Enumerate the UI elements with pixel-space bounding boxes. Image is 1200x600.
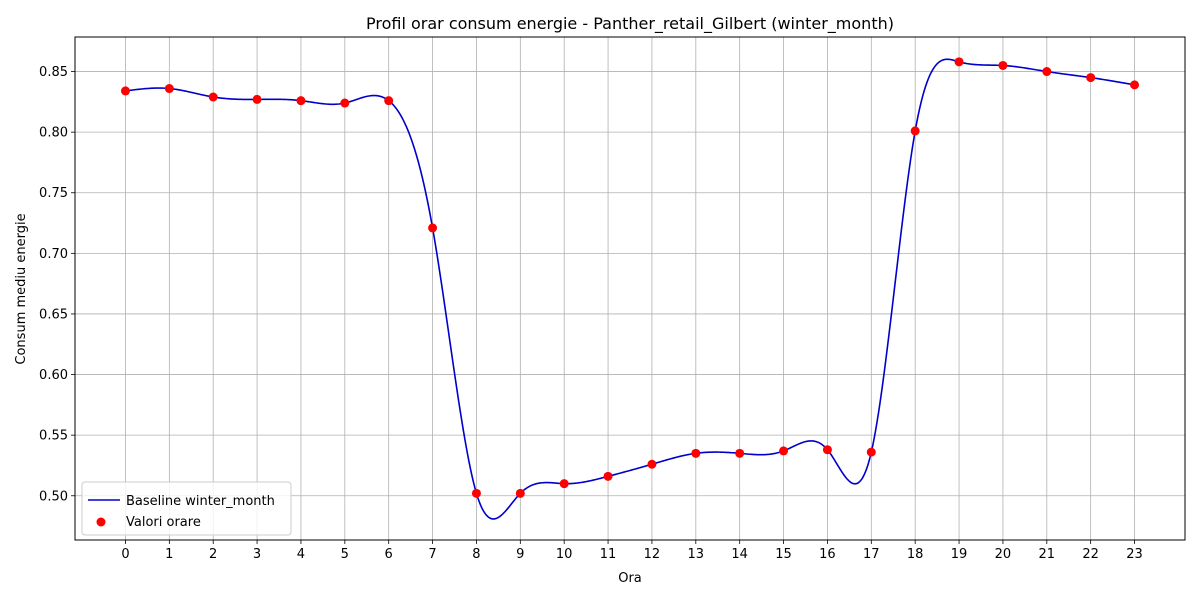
- hourly-point: [647, 459, 657, 469]
- hourly-point: [998, 60, 1008, 70]
- y-tick-label: 0.55: [39, 429, 68, 444]
- hourly-point: [384, 96, 394, 106]
- x-tick-label: 18: [907, 547, 924, 562]
- hourly-point: [428, 223, 438, 233]
- hourly-point: [471, 488, 481, 498]
- y-tick-label: 0.85: [39, 65, 68, 80]
- x-tick-label: 7: [428, 547, 436, 562]
- x-tick-label: 1: [165, 547, 173, 562]
- legend-label-baseline: Baseline winter_month: [126, 494, 275, 509]
- x-tick-label: 15: [775, 547, 792, 562]
- x-tick-label: 8: [472, 547, 480, 562]
- x-tick-label: 0: [121, 547, 129, 562]
- hourly-point: [691, 448, 701, 458]
- y-tick-label: 0.65: [39, 307, 68, 322]
- hourly-point: [559, 479, 569, 489]
- y-axis-ticks: 0.50 0.55 0.60 0.65 0.70 0.75 0.80 0.85: [39, 65, 75, 504]
- x-tick-label: 6: [385, 547, 393, 562]
- x-tick-label: 19: [951, 547, 968, 562]
- hourly-point: [866, 447, 876, 457]
- y-tick-label: 0.60: [39, 368, 68, 383]
- x-tick-label: 21: [1039, 547, 1056, 562]
- y-tick-label: 0.50: [39, 489, 68, 504]
- x-tick-label: 17: [863, 547, 880, 562]
- legend-label-hourly: Valori orare: [126, 515, 201, 530]
- hourly-point: [252, 94, 262, 104]
- hourly-point: [120, 86, 130, 96]
- hourly-point: [1086, 73, 1096, 83]
- hourly-point: [164, 84, 174, 94]
- grid: [75, 37, 1185, 540]
- hourly-point: [603, 471, 613, 481]
- x-tick-label: 3: [253, 547, 261, 562]
- hourly-point: [735, 448, 745, 458]
- hourly-point: [822, 445, 832, 455]
- hourly-point: [1042, 67, 1052, 77]
- y-tick-label: 0.75: [39, 186, 68, 201]
- x-tick-label: 22: [1082, 547, 1099, 562]
- x-tick-label: 20: [995, 547, 1012, 562]
- legend: Baseline winter_month Valori orare: [81, 481, 292, 536]
- x-tick-label: 23: [1126, 547, 1143, 562]
- x-tick-label: 13: [688, 547, 705, 562]
- x-tick-label: 9: [516, 547, 524, 562]
- hourly-point: [910, 126, 920, 136]
- plot-frame: [74, 36, 1186, 541]
- x-tick-label: 11: [600, 547, 617, 562]
- legend-dot-sample: [96, 517, 106, 527]
- hourly-point: [340, 98, 350, 108]
- hourly-point: [954, 57, 964, 67]
- hourly-point: [779, 446, 789, 456]
- baseline-series: [125, 58, 1135, 520]
- x-axis-ticks: 0 1 2 3 4 5 6 7 8 9 10 11 12 13 14 15 16 17 18 19 20 21 22 23: [121, 540, 1143, 562]
- x-tick-label: 10: [556, 547, 573, 562]
- chart-title: Profil orar consum energie - Panther_ret…: [366, 14, 894, 34]
- y-tick-label: 0.80: [39, 126, 68, 141]
- x-tick-label: 2: [209, 547, 217, 562]
- x-tick-label: 14: [731, 547, 748, 562]
- x-tick-label: 16: [819, 547, 836, 562]
- hourly-points: [120, 57, 1140, 498]
- hourly-point: [1130, 80, 1140, 90]
- legend-box: [81, 481, 292, 536]
- baseline-line: [125, 58, 1135, 520]
- x-tick-label: 12: [644, 547, 661, 562]
- hourly-point: [296, 96, 306, 106]
- hourly-point: [515, 488, 525, 498]
- hourly-point: [208, 92, 218, 102]
- x-tick-label: 4: [297, 547, 305, 562]
- x-axis-title: Ora: [618, 571, 642, 586]
- x-tick-label: 5: [341, 547, 349, 562]
- y-axis-title: Consum mediu energie: [14, 213, 29, 364]
- y-tick-label: 0.70: [39, 247, 68, 262]
